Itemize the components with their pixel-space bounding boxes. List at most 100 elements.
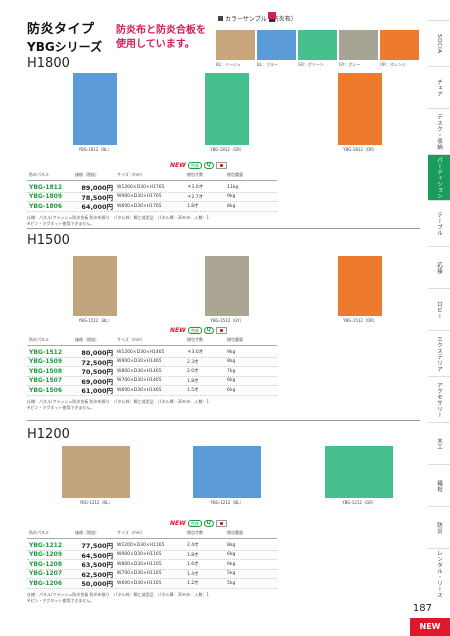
square-bullet-icon bbox=[218, 16, 223, 21]
panel-image bbox=[73, 73, 117, 145]
new-badge: NEW bbox=[170, 520, 186, 527]
badge-group: NEW 完成 Q bbox=[170, 520, 227, 527]
spec-header: 防炎パネル 価格（税抜） サイズ（mm） 梱包才数 梱包重量 bbox=[27, 172, 277, 181]
side-tab-accessory[interactable]: アクセサリー bbox=[428, 376, 450, 422]
page-title: 防炎タイプ bbox=[27, 22, 95, 37]
new-badge: NEW bbox=[170, 327, 186, 334]
swatch-list: BL：ベージュ BL：ブルー GR：グリーン GY：グレー OR：オレンジ bbox=[216, 30, 419, 68]
panel-caption: YBG-1212（BL） bbox=[210, 500, 244, 505]
q-mark-icon: Q bbox=[203, 162, 214, 169]
new-corner-badge: NEW bbox=[410, 618, 450, 636]
swatch-beige: BL：ベージュ bbox=[216, 30, 255, 68]
japan-flag-icon bbox=[215, 520, 227, 527]
side-tab-rental[interactable]: レンタル・リース bbox=[428, 548, 450, 598]
panel-image bbox=[193, 446, 261, 498]
section-heading-h1500: H1500 bbox=[27, 233, 70, 248]
side-tab-disaster[interactable]: 防災 bbox=[428, 506, 450, 548]
page-number: 187 bbox=[412, 603, 432, 614]
table-row: YBG-1512 80,000円 W1200×D30×H1465 ＊3.0才 9… bbox=[27, 348, 277, 358]
badge-group: NEW 完成 Q bbox=[170, 162, 227, 169]
color-sample-label: カラーサンプル（防炎布） bbox=[225, 16, 297, 23]
side-tab-partition[interactable]: パーティション bbox=[428, 154, 450, 200]
panel-caption: YBG-1212（GR） bbox=[342, 500, 376, 505]
color-sample: カラーサンプル（防炎布） BL：ベージュ BL：ブルー GR：グリーン GY：グ… bbox=[216, 12, 419, 67]
table-row: YBG-1208 63,500円 W800×D30×H1165 1.6才 6kg bbox=[27, 560, 277, 570]
side-tab-welfare[interactable]: 福祉 bbox=[428, 464, 450, 506]
series-name: YBGシリーズ bbox=[27, 40, 103, 54]
japan-flag-icon bbox=[215, 162, 227, 169]
table-row: YBG-1212 77,500円 W1200×D30×H1165 2.4才 8k… bbox=[27, 541, 277, 551]
section-divider bbox=[27, 228, 420, 229]
table-row: YBG-1506 61,000円 W600×D30×H1465 1.5才 6kg bbox=[27, 386, 277, 396]
panel-image bbox=[205, 73, 249, 145]
side-tab-socia[interactable]: SOCIA bbox=[428, 20, 450, 66]
swatch-caption: BL：ブルー bbox=[257, 62, 278, 67]
side-tab-exterior[interactable]: エクステリア bbox=[428, 330, 450, 376]
panel-image bbox=[62, 446, 130, 498]
q-mark-icon: Q bbox=[203, 327, 214, 334]
swatch-caption: BL：ベージュ bbox=[216, 62, 241, 67]
panel-caption: YBG-1812（OR） bbox=[343, 147, 377, 152]
swatch-blue: BL：ブルー bbox=[257, 30, 296, 68]
swatch-chip bbox=[339, 30, 378, 60]
section-heading-h1800: H1800 bbox=[27, 56, 70, 71]
panel-caption: YBG-1212（BL） bbox=[79, 500, 113, 505]
swatch-caption: OR：オレンジ bbox=[380, 62, 406, 67]
spec-table-h1200: 防炎パネル 価格（税抜） サイズ（mm） 梱包才数 梱包重量 YBG-1212 … bbox=[27, 530, 277, 604]
completed-badge: 完成 bbox=[187, 520, 202, 527]
panel-image bbox=[338, 73, 382, 145]
panel-caption: YBG-1512（OR） bbox=[343, 318, 377, 323]
swatch-chip bbox=[216, 30, 255, 60]
side-tab-lobby[interactable]: ロビー bbox=[428, 288, 450, 330]
spec-table-h1800: 防炎パネル 価格（税抜） サイズ（mm） 梱包才数 梱包重量 YBG-1812 … bbox=[27, 172, 277, 227]
side-tab-woodwork[interactable]: 木工 bbox=[428, 422, 450, 464]
spec-note: 仕様：パネル/フラッシュ防炎合板 防炎布張り パネル枠：脚と成型品 パネル厚：3… bbox=[27, 214, 210, 226]
panel-image bbox=[325, 446, 393, 498]
japan-flag-icon bbox=[215, 327, 227, 334]
swatch-chip bbox=[298, 30, 337, 60]
spec-note: 仕様：パネル/フラッシュ防炎合板 防炎布張り パネル枠：脚と成型品 パネル厚：3… bbox=[27, 398, 210, 410]
spec-header: 防炎パネル 価格（税抜） サイズ（mm） 梱包才数 梱包重量 bbox=[27, 337, 277, 346]
badge-group: NEW 完成 Q bbox=[170, 327, 227, 334]
table-row: YBG-1507 69,000円 W700×D30×H1465 1.8才 6kg bbox=[27, 377, 277, 386]
q-mark-icon: Q bbox=[203, 520, 214, 527]
swatch-chip bbox=[257, 30, 296, 60]
swatch-caption: GR：グリーン bbox=[298, 62, 324, 67]
table-row: YBG-1806 64,000円 W600×D30×H1765 1.8才 8kg bbox=[27, 202, 277, 212]
table-row: YBG-1509 72,500円 W900×D30×H1465 2.3才 8kg bbox=[27, 358, 277, 367]
swatch-caption: GY：グレー bbox=[339, 62, 361, 67]
table-row: YBG-1207 62,500円 W700×D30×H1165 1.4才 5kg bbox=[27, 570, 277, 579]
table-row: YBG-1209 64,500円 W900×D30×H1165 1.8才 6kg bbox=[27, 551, 277, 560]
spec-header: 防炎パネル 価格（税抜） サイズ（mm） 梱包才数 梱包重量 bbox=[27, 530, 277, 539]
table-row: YBG-1206 50,000円 W600×D30×H1165 1.2才 5kg bbox=[27, 579, 277, 589]
panel-caption: YBG-1512（BL） bbox=[78, 318, 112, 323]
panel-caption: YBG-1512（GY） bbox=[210, 318, 244, 323]
side-tab-reception[interactable]: 応接 bbox=[428, 246, 450, 288]
completed-badge: 完成 bbox=[187, 327, 202, 334]
swatch-chip bbox=[380, 30, 419, 60]
table-row: YBG-1508 70,500円 W800×D30×H1465 2.0才 7kg bbox=[27, 367, 277, 377]
side-tab-table[interactable]: テーブル bbox=[428, 200, 450, 246]
panel-image bbox=[205, 256, 249, 316]
spec-note: 仕様：パネル/フラッシュ防炎合板 防炎布張り パネル枠：脚と成型品 パネル厚：3… bbox=[27, 591, 210, 603]
side-index-tabs: SOCIA チェア デスク・収納 パーティション テーブル 応接 ロビー エクス… bbox=[428, 20, 450, 598]
panel-caption: YBG-1812（GR） bbox=[210, 147, 244, 152]
side-tab-desk[interactable]: デスク・収納 bbox=[428, 108, 450, 154]
header-note-line-2: 使用しています。 bbox=[116, 39, 195, 50]
new-badge: NEW bbox=[170, 162, 186, 169]
swatch-gray: GY：グレー bbox=[339, 30, 378, 68]
fire-retardant-mark-icon bbox=[268, 12, 276, 22]
panel-image bbox=[338, 256, 382, 316]
section-divider bbox=[27, 420, 420, 421]
swatch-green: GR：グリーン bbox=[298, 30, 337, 68]
header-note-line-1: 防炎布と防炎合板を bbox=[116, 25, 206, 36]
panel-image bbox=[73, 256, 117, 316]
header-note: 防炎布と防炎合板を 使用しています。 bbox=[116, 24, 226, 52]
table-row: YBG-1809 78,500円 W900×D30×H1765 ＊2.7才 9k… bbox=[27, 193, 277, 202]
table-row: YBG-1812 89,000円 W1200×D30×H1765 ＊3.0才 1… bbox=[27, 183, 277, 193]
side-tab-chair[interactable]: チェア bbox=[428, 66, 450, 108]
spec-table-h1500: 防炎パネル 価格（税抜） サイズ（mm） 梱包才数 梱包重量 YBG-1512 … bbox=[27, 337, 277, 411]
swatch-orange: OR：オレンジ bbox=[380, 30, 419, 68]
completed-badge: 完成 bbox=[187, 162, 202, 169]
panel-caption: YBG-1812（BL） bbox=[78, 147, 112, 152]
